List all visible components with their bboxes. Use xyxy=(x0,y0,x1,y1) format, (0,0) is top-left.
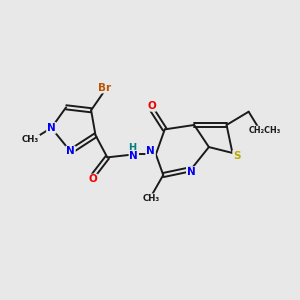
Text: O: O xyxy=(88,174,97,184)
Text: O: O xyxy=(147,101,156,111)
Text: N: N xyxy=(146,146,155,157)
Text: CH₃: CH₃ xyxy=(22,135,39,144)
Text: N: N xyxy=(66,146,75,157)
Text: Br: Br xyxy=(98,82,111,93)
Text: H: H xyxy=(128,143,136,153)
Text: CH₂CH₃: CH₂CH₃ xyxy=(249,126,281,135)
Text: N: N xyxy=(187,167,196,177)
Text: N: N xyxy=(47,123,56,133)
Text: CH₃: CH₃ xyxy=(143,194,160,203)
Text: N: N xyxy=(129,151,138,161)
Text: S: S xyxy=(233,151,241,161)
